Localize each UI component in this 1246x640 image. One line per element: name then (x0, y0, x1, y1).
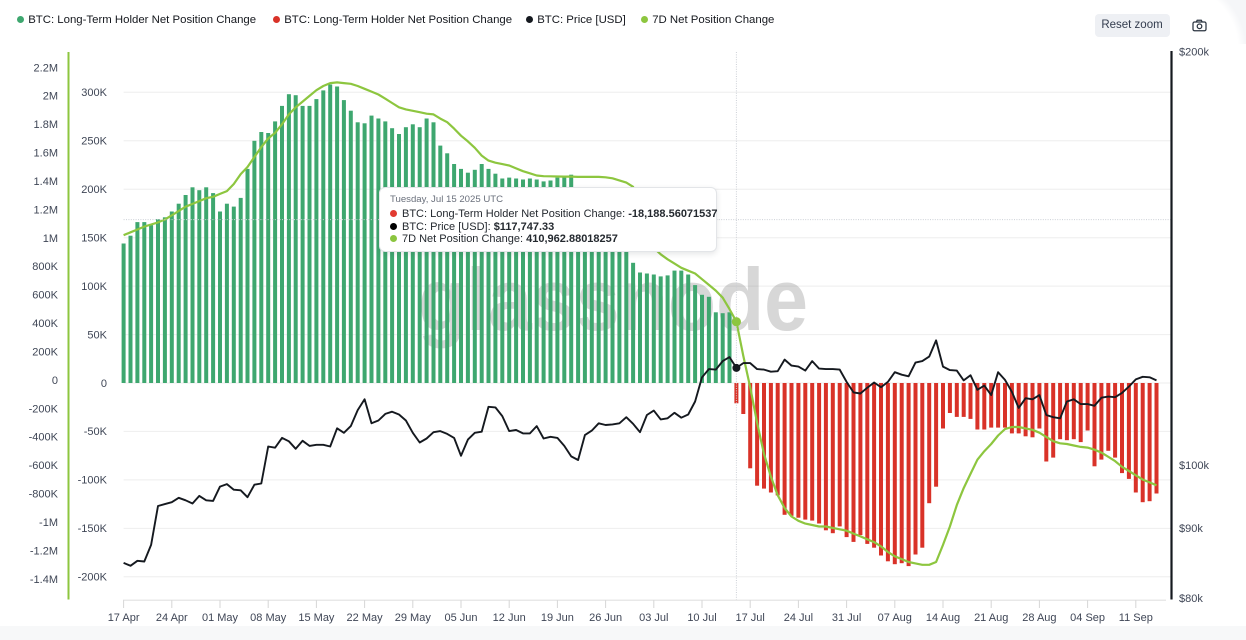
svg-text:-600K: -600K (29, 460, 59, 472)
svg-text:150K: 150K (81, 233, 107, 245)
svg-text:-1.2M: -1.2M (30, 545, 58, 557)
svg-text:100K: 100K (81, 281, 107, 293)
svg-text:-800K: -800K (29, 489, 59, 501)
svg-text:50K: 50K (87, 329, 107, 341)
svg-text:600K: 600K (32, 290, 58, 302)
svg-text:22 May: 22 May (347, 612, 384, 624)
svg-text:-100K: -100K (78, 475, 108, 487)
svg-text:200K: 200K (32, 347, 58, 359)
svg-text:10 Jul: 10 Jul (687, 612, 716, 624)
svg-text:01 May: 01 May (202, 612, 239, 624)
svg-text:-1.4M: -1.4M (30, 574, 58, 586)
svg-text:0: 0 (101, 378, 107, 390)
svg-text:31 Jul: 31 Jul (832, 612, 861, 624)
svg-text:15 May: 15 May (298, 612, 335, 624)
svg-text:14 Aug: 14 Aug (926, 612, 960, 624)
svg-text:1.4M: 1.4M (34, 176, 58, 188)
svg-text:250K: 250K (81, 136, 107, 148)
svg-text:1.6M: 1.6M (34, 148, 58, 160)
svg-text:400K: 400K (32, 318, 58, 330)
svg-text:$90k: $90k (1179, 523, 1203, 535)
svg-text:26 Jun: 26 Jun (589, 612, 622, 624)
svg-text:19 Jun: 19 Jun (541, 612, 574, 624)
svg-text:1.8M: 1.8M (34, 119, 58, 131)
svg-text:1.2M: 1.2M (34, 204, 58, 216)
svg-text:300K: 300K (81, 87, 107, 99)
svg-text:2.2M: 2.2M (34, 62, 58, 74)
svg-text:$100k: $100k (1179, 460, 1209, 472)
svg-text:-50K: -50K (84, 426, 108, 438)
svg-text:17 Apr: 17 Apr (108, 612, 140, 624)
svg-text:03 Jul: 03 Jul (639, 612, 668, 624)
svg-text:-200K: -200K (29, 403, 59, 415)
svg-text:2M: 2M (43, 91, 58, 103)
svg-text:24 Jul: 24 Jul (784, 612, 813, 624)
svg-text:07 Aug: 07 Aug (878, 612, 912, 624)
svg-text:$80k: $80k (1179, 593, 1203, 605)
svg-text:12 Jun: 12 Jun (493, 612, 526, 624)
svg-text:24 Apr: 24 Apr (156, 612, 188, 624)
svg-text:1M: 1M (43, 233, 58, 245)
svg-text:-400K: -400K (29, 432, 59, 444)
svg-text:-1M: -1M (39, 517, 58, 529)
svg-text:28 Aug: 28 Aug (1022, 612, 1056, 624)
svg-text:800K: 800K (32, 261, 58, 273)
svg-text:05 Jun: 05 Jun (444, 612, 477, 624)
svg-text:21 Aug: 21 Aug (974, 612, 1008, 624)
svg-text:-150K: -150K (78, 523, 108, 535)
svg-text:08 May: 08 May (250, 612, 287, 624)
svg-text:11 Sep: 11 Sep (1119, 612, 1153, 624)
svg-text:$200k: $200k (1179, 47, 1209, 59)
svg-text:-200K: -200K (78, 572, 108, 584)
svg-text:17 Jul: 17 Jul (736, 612, 765, 624)
svg-text:29 May: 29 May (395, 612, 432, 624)
svg-text:200K: 200K (81, 184, 107, 196)
svg-text:0: 0 (52, 375, 58, 387)
svg-text:04 Sep: 04 Sep (1070, 612, 1105, 624)
